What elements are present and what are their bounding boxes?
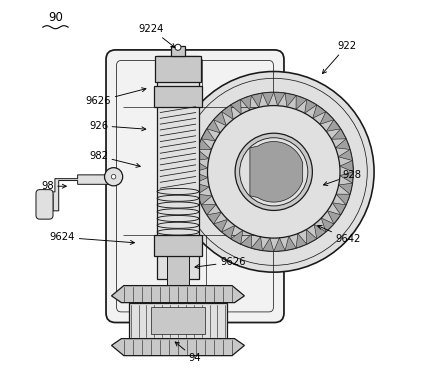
Circle shape bbox=[207, 106, 340, 238]
Bar bbox=[155, 55, 201, 82]
Polygon shape bbox=[112, 339, 245, 356]
Polygon shape bbox=[262, 92, 274, 106]
Bar bbox=[154, 236, 202, 256]
Polygon shape bbox=[112, 286, 245, 302]
Polygon shape bbox=[241, 234, 252, 248]
Text: 922: 922 bbox=[323, 41, 356, 74]
Polygon shape bbox=[198, 139, 211, 150]
Polygon shape bbox=[338, 149, 353, 160]
Polygon shape bbox=[195, 183, 209, 194]
Text: 98: 98 bbox=[41, 181, 66, 191]
Text: 94: 94 bbox=[175, 342, 201, 364]
Circle shape bbox=[235, 133, 312, 211]
Polygon shape bbox=[305, 100, 317, 113]
Text: 9626: 9626 bbox=[85, 88, 146, 106]
Polygon shape bbox=[331, 129, 346, 139]
Circle shape bbox=[105, 168, 123, 186]
Polygon shape bbox=[207, 120, 220, 133]
Polygon shape bbox=[251, 237, 262, 250]
Polygon shape bbox=[296, 95, 307, 109]
Polygon shape bbox=[321, 218, 334, 232]
Polygon shape bbox=[231, 230, 243, 244]
Polygon shape bbox=[231, 100, 241, 114]
Polygon shape bbox=[296, 234, 307, 248]
Polygon shape bbox=[194, 160, 208, 172]
FancyBboxPatch shape bbox=[36, 190, 53, 219]
Polygon shape bbox=[214, 219, 228, 232]
Text: 982: 982 bbox=[89, 151, 140, 167]
Polygon shape bbox=[214, 112, 226, 126]
Circle shape bbox=[194, 92, 353, 251]
Polygon shape bbox=[306, 230, 317, 244]
Polygon shape bbox=[262, 238, 274, 251]
Polygon shape bbox=[202, 129, 215, 141]
Text: 9642: 9642 bbox=[318, 225, 361, 244]
Bar bbox=[167, 256, 189, 288]
Text: 90: 90 bbox=[48, 11, 63, 24]
Text: 926: 926 bbox=[89, 120, 146, 131]
Polygon shape bbox=[285, 236, 296, 250]
Polygon shape bbox=[195, 149, 209, 160]
Text: 9626: 9626 bbox=[195, 257, 245, 269]
Polygon shape bbox=[340, 160, 353, 172]
Polygon shape bbox=[250, 141, 303, 202]
Polygon shape bbox=[241, 95, 251, 110]
Polygon shape bbox=[336, 194, 350, 205]
Text: 9224: 9224 bbox=[139, 24, 175, 48]
Circle shape bbox=[111, 174, 116, 179]
Polygon shape bbox=[222, 225, 235, 239]
Polygon shape bbox=[313, 105, 326, 118]
Polygon shape bbox=[274, 92, 285, 106]
Text: 9624: 9624 bbox=[50, 232, 134, 244]
Polygon shape bbox=[42, 169, 113, 213]
Polygon shape bbox=[320, 112, 334, 124]
Polygon shape bbox=[285, 93, 296, 107]
Polygon shape bbox=[332, 203, 346, 215]
Circle shape bbox=[240, 138, 308, 206]
Polygon shape bbox=[314, 224, 326, 239]
Polygon shape bbox=[274, 238, 285, 251]
Circle shape bbox=[173, 71, 374, 272]
Bar bbox=[171, 46, 185, 55]
Polygon shape bbox=[207, 212, 222, 224]
Polygon shape bbox=[198, 194, 212, 205]
Text: 928: 928 bbox=[323, 170, 361, 185]
Bar bbox=[154, 86, 202, 107]
Polygon shape bbox=[202, 204, 216, 215]
Polygon shape bbox=[326, 120, 341, 131]
Circle shape bbox=[175, 44, 181, 50]
Polygon shape bbox=[222, 105, 233, 119]
Polygon shape bbox=[327, 211, 341, 224]
Bar bbox=[129, 302, 227, 339]
FancyBboxPatch shape bbox=[106, 50, 284, 323]
Bar bbox=[151, 307, 205, 334]
Polygon shape bbox=[339, 183, 353, 194]
Polygon shape bbox=[335, 139, 350, 149]
Bar bbox=[157, 55, 199, 279]
Polygon shape bbox=[251, 93, 262, 107]
Polygon shape bbox=[340, 172, 353, 183]
Polygon shape bbox=[194, 172, 208, 183]
